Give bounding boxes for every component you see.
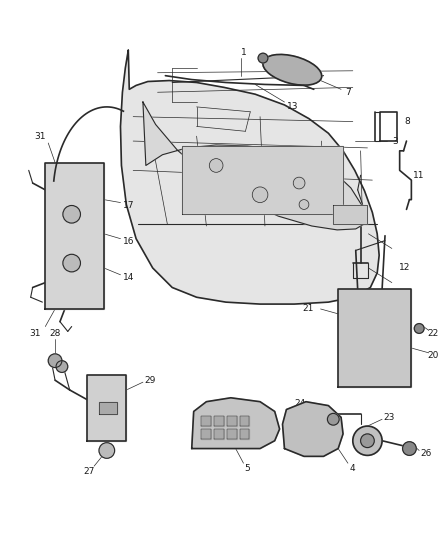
Text: 22: 22 — [427, 329, 438, 338]
Text: 26: 26 — [420, 449, 432, 458]
Polygon shape — [333, 205, 367, 224]
Polygon shape — [214, 416, 224, 426]
Polygon shape — [214, 429, 224, 439]
Text: 11: 11 — [413, 171, 425, 180]
Circle shape — [414, 324, 424, 333]
Text: 31: 31 — [34, 132, 45, 141]
Text: 7: 7 — [345, 88, 351, 97]
Circle shape — [353, 426, 382, 455]
Text: 3: 3 — [392, 136, 398, 146]
Text: 12: 12 — [399, 263, 410, 272]
Polygon shape — [240, 429, 249, 439]
Text: 13: 13 — [286, 102, 298, 111]
Polygon shape — [87, 375, 126, 441]
Polygon shape — [99, 402, 117, 414]
Polygon shape — [192, 398, 279, 449]
Polygon shape — [201, 429, 211, 439]
Ellipse shape — [263, 54, 322, 85]
Polygon shape — [45, 163, 104, 309]
Circle shape — [48, 354, 62, 368]
Polygon shape — [338, 289, 411, 387]
Polygon shape — [120, 50, 379, 304]
Circle shape — [209, 159, 223, 172]
Text: 28: 28 — [49, 329, 61, 338]
Circle shape — [299, 200, 309, 209]
Polygon shape — [227, 429, 237, 439]
Text: 5: 5 — [244, 464, 250, 473]
Circle shape — [293, 177, 305, 189]
Text: 20: 20 — [427, 351, 438, 360]
Text: 8: 8 — [405, 117, 410, 126]
Circle shape — [99, 443, 115, 458]
Circle shape — [258, 53, 268, 63]
Circle shape — [63, 254, 81, 272]
Text: 31: 31 — [29, 329, 40, 338]
Text: 16: 16 — [123, 237, 134, 246]
Circle shape — [403, 442, 416, 455]
Text: 24: 24 — [295, 399, 306, 408]
Polygon shape — [182, 146, 343, 214]
Polygon shape — [240, 416, 249, 426]
Text: 23: 23 — [383, 413, 395, 422]
Text: 27: 27 — [84, 467, 95, 477]
Text: 17: 17 — [123, 201, 134, 210]
Polygon shape — [201, 416, 211, 426]
Circle shape — [252, 187, 268, 203]
Text: 4: 4 — [350, 464, 356, 473]
Text: 1: 1 — [240, 48, 246, 56]
Circle shape — [360, 434, 374, 448]
Text: 29: 29 — [144, 376, 155, 385]
Polygon shape — [283, 402, 343, 456]
Text: 21: 21 — [302, 304, 314, 313]
Circle shape — [328, 414, 339, 425]
Text: 14: 14 — [123, 273, 134, 282]
Polygon shape — [143, 102, 367, 230]
Polygon shape — [227, 416, 237, 426]
Circle shape — [56, 361, 68, 373]
Circle shape — [63, 206, 81, 223]
